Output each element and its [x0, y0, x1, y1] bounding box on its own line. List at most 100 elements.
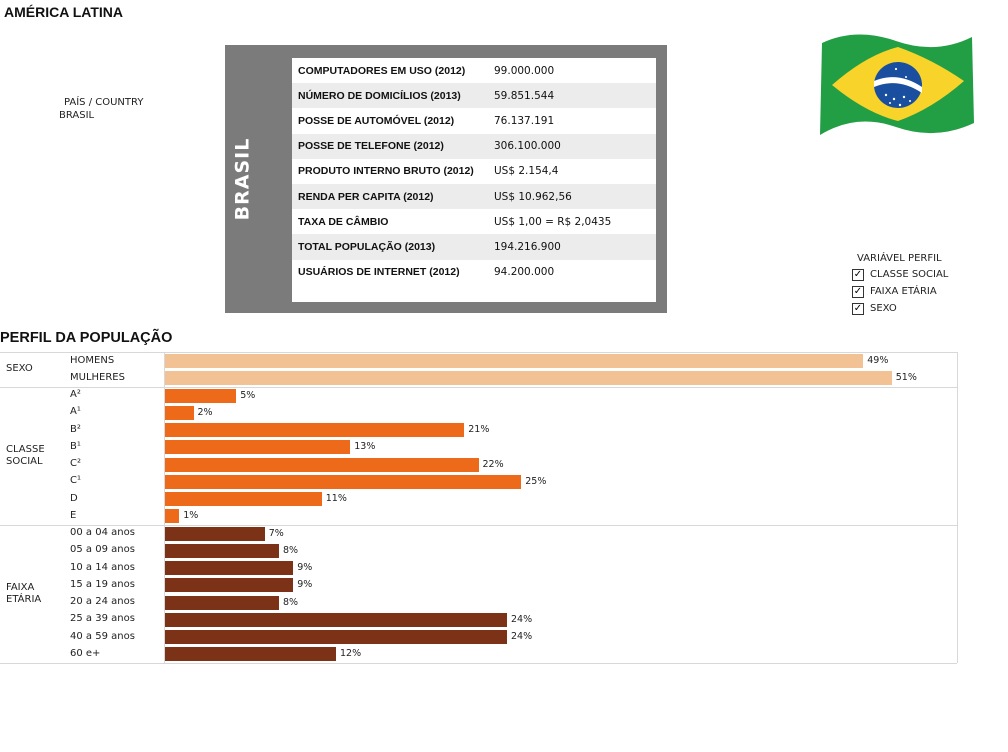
bar: [165, 595, 279, 610]
bar: [165, 647, 336, 662]
data-label: 9%: [297, 579, 313, 591]
country-filter-value[interactable]: BRASIL: [59, 110, 95, 121]
legend-item-classe-social[interactable]: ✓ CLASSE SOCIAL: [852, 266, 948, 283]
data-label: 8%: [283, 544, 299, 556]
stat-value: 76.137.191: [494, 114, 555, 127]
group-separator: [0, 662, 957, 664]
group-separator: [0, 386, 957, 388]
bar: [165, 578, 294, 593]
stat-row-internet: USUÁRIOS DE INTERNET (2012) 94.200.000: [292, 260, 656, 285]
data-label: 25%: [525, 475, 547, 487]
category-label: 60 e+: [70, 647, 101, 659]
data-label: 49%: [867, 355, 889, 366]
stat-value: 99.000.000: [494, 64, 555, 77]
category-label: 40 a 59 anos: [70, 630, 135, 642]
legend-item-sexo[interactable]: ✓ SEXO: [852, 300, 948, 317]
group-label: SEXO: [6, 363, 33, 375]
stat-value: 194.216.900: [494, 240, 561, 253]
country-filter[interactable]: PAÍS / COUNTRY BRASIL: [59, 96, 143, 122]
legend-title: VARIÁVEL PERFIL: [857, 253, 942, 264]
data-label: 8%: [283, 596, 299, 608]
category-label: C²: [70, 458, 81, 469]
stat-value: US$ 1,00 = R$ 2,0435: [494, 215, 612, 228]
data-label: 51%: [895, 372, 917, 384]
data-label: 2%: [197, 406, 213, 418]
data-label: 11%: [325, 493, 347, 504]
stat-row-domicilios: NÚMERO DE DOMICÍLIOS (2013) 59.851.544: [292, 83, 656, 109]
flag-white-band: [874, 77, 922, 93]
country-side-label: BRASIL: [225, 45, 259, 313]
bar: [165, 405, 194, 420]
checkbox-checked-icon[interactable]: ✓: [852, 302, 864, 315]
group-label: CLASSE SOCIAL: [6, 443, 45, 467]
stat-label: NÚMERO DE DOMICÍLIOS (2013): [298, 89, 461, 102]
category-label: C¹: [70, 475, 81, 487]
stat-label: TOTAL POPULAÇÃO (2013): [298, 240, 436, 253]
data-label: 22%: [482, 458, 504, 470]
section-title: PERFIL DA POPULAÇÃO: [0, 330, 173, 346]
category-label: 25 a 39 anos: [70, 613, 135, 625]
legend-item-label: SEXO: [870, 303, 897, 314]
bar: [165, 457, 479, 472]
stat-row-pib: PRODUTO INTERNO BRUTO (2012) US$ 2.154,4: [292, 159, 656, 184]
stat-value: 94.200.000: [494, 266, 555, 279]
stat-label: POSSE DE AUTOMÓVEL (2012): [298, 114, 455, 127]
stat-row-computadores: COMPUTADORES EM USO (2012) 99.000.000: [292, 58, 656, 83]
data-label: 24%: [511, 613, 533, 625]
variable-legend: VARIÁVEL PERFIL ✓ CLASSE SOCIAL ✓ FAIXA …: [852, 252, 948, 317]
stat-label: COMPUTADORES EM USO (2012): [298, 64, 466, 77]
stat-value: 306.100.000: [494, 140, 561, 153]
brazil-flag-icon: [820, 34, 974, 135]
data-label: 1%: [183, 510, 199, 522]
category-label: 20 a 24 anos: [70, 596, 135, 607]
legend-item-faixa-etaria[interactable]: ✓ FAIXA ETÁRIA: [852, 283, 948, 300]
bar: [165, 492, 322, 507]
category-label: 05 a 09 anos: [70, 544, 135, 556]
bar: [165, 388, 237, 403]
bar: [165, 371, 892, 386]
stat-row-cambio: TAXA DE CÂMBIO US$ 1,00 = R$ 2,0435: [292, 209, 656, 234]
country-side-label-text: BRASIL: [231, 137, 253, 221]
chart-top-border: [0, 352, 957, 353]
category-label: MULHERES: [70, 371, 125, 383]
category-label: B²: [70, 423, 81, 435]
stat-label: PRODUTO INTERNO BRUTO (2012): [298, 165, 474, 178]
bar: [165, 612, 507, 627]
stat-label: USUÁRIOS DE INTERNET (2012): [298, 266, 460, 279]
stat-label: TAXA DE CÂMBIO: [298, 215, 389, 228]
checkbox-checked-icon[interactable]: ✓: [852, 285, 864, 298]
bar: [165, 474, 522, 489]
data-label: 21%: [468, 424, 490, 435]
category-label: D: [70, 492, 78, 504]
category-label: 15 a 19 anos: [70, 578, 135, 590]
group-label: FAIXA ETÁRIA: [6, 581, 42, 605]
data-label: 5%: [240, 389, 256, 401]
data-label: 24%: [511, 631, 533, 642]
bar: [165, 354, 864, 369]
category-label: A²: [70, 389, 81, 400]
bar: [165, 561, 294, 576]
bar: [165, 630, 507, 645]
group-separator: [0, 524, 957, 526]
stat-label: POSSE DE TELEFONE (2012): [298, 140, 444, 153]
category-label: A¹: [70, 406, 81, 418]
category-label: 00 a 04 anos: [70, 527, 135, 538]
bar: [165, 440, 351, 455]
country-stats-panel: BRASIL COMPUTADORES EM USO (2012) 99.000…: [225, 45, 667, 313]
bar: [165, 526, 265, 541]
stat-value: 59.851.544: [494, 89, 555, 102]
category-label: 10 a 14 anos: [70, 561, 135, 573]
stat-row-telefone: POSSE DE TELEFONE (2012) 306.100.000: [292, 133, 656, 159]
stats-table: COMPUTADORES EM USO (2012) 99.000.000 NÚ…: [292, 58, 656, 302]
data-label: 7%: [268, 527, 284, 539]
checkbox-checked-icon[interactable]: ✓: [852, 268, 864, 281]
category-label: E: [70, 509, 77, 521]
stat-label: RENDA PER CAPITA (2012): [298, 190, 434, 203]
stat-row-automovel: POSSE DE AUTOMÓVEL (2012) 76.137.191: [292, 108, 656, 133]
country-filter-label: PAÍS / COUNTRY: [64, 97, 144, 108]
legend-item-label: FAIXA ETÁRIA: [870, 286, 937, 297]
flag-blue-globe: [874, 62, 922, 108]
stat-value: US$ 10.962,56: [494, 190, 572, 203]
stat-row-renda: RENDA PER CAPITA (2012) US$ 10.962,56: [292, 183, 656, 210]
page-title: AMÉRICA LATINA: [4, 4, 123, 20]
